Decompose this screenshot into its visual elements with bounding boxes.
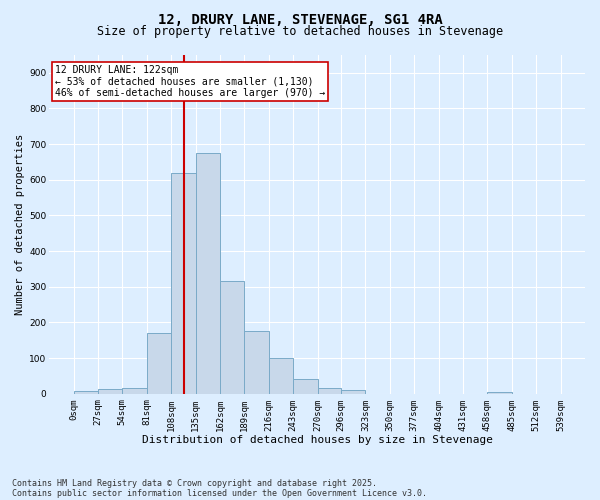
Bar [196, 153, 220, 394]
Text: 12, DRURY LANE, STEVENAGE, SG1 4RA: 12, DRURY LANE, STEVENAGE, SG1 4RA [158, 12, 442, 26]
Bar [317, 388, 341, 394]
Bar [269, 358, 293, 394]
Bar [171, 172, 196, 394]
Bar [147, 333, 171, 394]
Bar [341, 390, 365, 394]
Text: 12 DRURY LANE: 122sqm
← 53% of detached houses are smaller (1,130)
46% of semi-d: 12 DRURY LANE: 122sqm ← 53% of detached … [55, 65, 325, 98]
Bar [220, 282, 244, 394]
Bar [74, 391, 98, 394]
Bar [98, 390, 122, 394]
Bar [293, 380, 317, 394]
Bar [122, 388, 147, 394]
X-axis label: Distribution of detached houses by size in Stevenage: Distribution of detached houses by size … [142, 435, 493, 445]
Y-axis label: Number of detached properties: Number of detached properties [15, 134, 25, 315]
Bar [487, 392, 512, 394]
Text: Contains HM Land Registry data © Crown copyright and database right 2025.: Contains HM Land Registry data © Crown c… [12, 478, 377, 488]
Text: Contains public sector information licensed under the Open Government Licence v3: Contains public sector information licen… [12, 488, 427, 498]
Text: Size of property relative to detached houses in Stevenage: Size of property relative to detached ho… [97, 25, 503, 38]
Bar [244, 332, 269, 394]
